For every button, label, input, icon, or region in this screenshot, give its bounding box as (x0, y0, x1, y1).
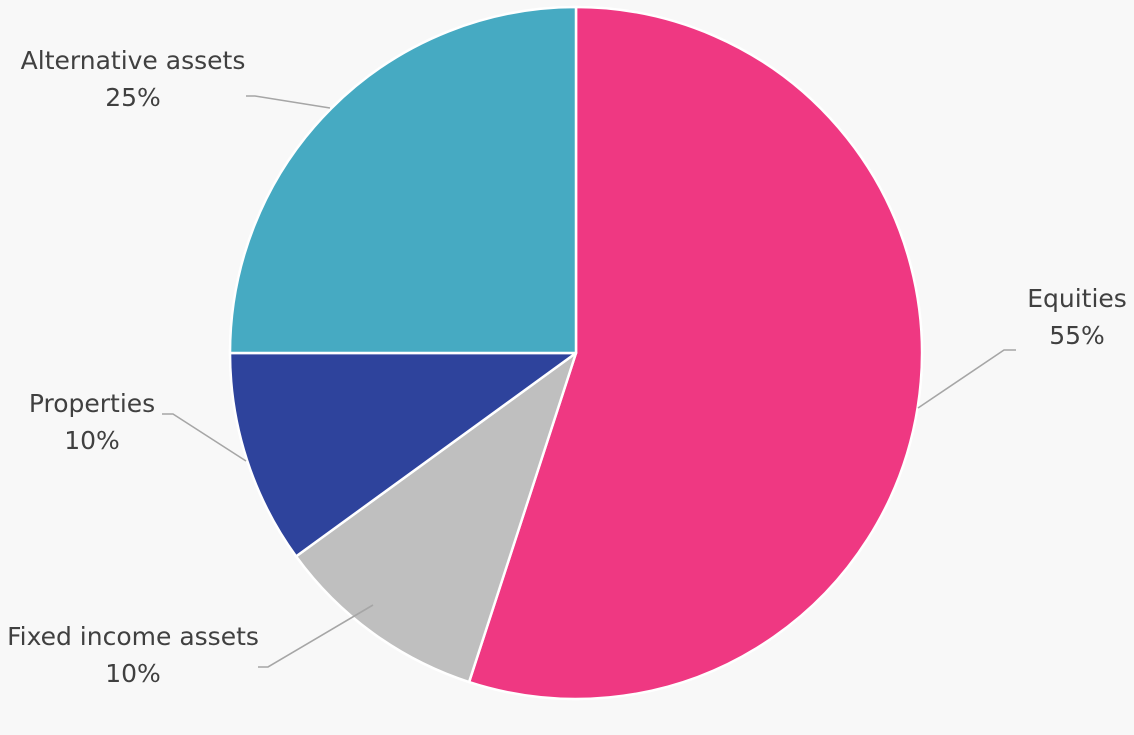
slice-label-alternative-assets: Alternative assets (21, 46, 246, 75)
slice-value-properties: 10% (64, 426, 120, 455)
slice-value-equities: 55% (1049, 321, 1105, 350)
pie-slices (228, 5, 924, 701)
slice-label-properties: Properties (29, 389, 155, 418)
leader-line-alternative-assets (246, 95, 331, 109)
leader-lines (162, 95, 1016, 668)
leader-line-fixed-income-assets (258, 604, 374, 668)
slice-labels: Equities 55% Fixed income assets 10% Propert… (7, 46, 1127, 688)
slice-alternative-assets (228, 5, 578, 355)
slice-equities (467, 5, 924, 701)
slice-fixed-income-assets (294, 351, 578, 684)
slice-label-fixed-income-assets: Fixed income assets (7, 622, 259, 651)
slice-value-alternative-assets: 25% (105, 83, 161, 112)
slice-value-fixed-income-assets: 10% (105, 659, 161, 688)
slice-label-equities: Equities (1027, 284, 1127, 313)
leader-line-equities (917, 349, 1016, 409)
leader-line-properties (162, 413, 247, 462)
slice-properties (228, 351, 578, 558)
